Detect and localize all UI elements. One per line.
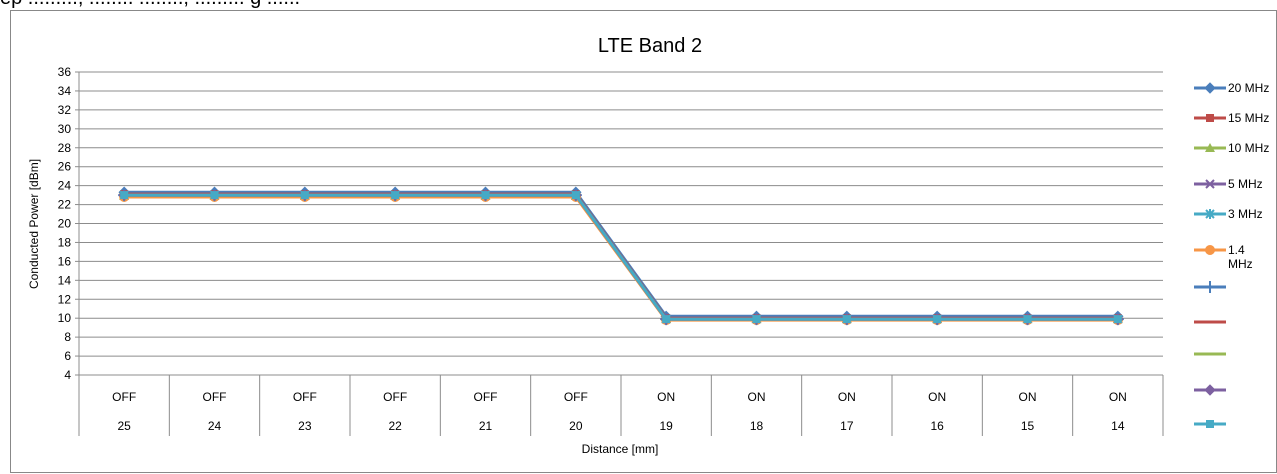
y-tick-label: 20 (58, 217, 72, 231)
y-tick-label: 10 (58, 311, 72, 325)
x-category-state-label: OFF (474, 390, 498, 404)
y-tick-label: 18 (58, 235, 72, 249)
y-tick-label: 36 (58, 65, 72, 79)
x-category-state-label: OFF (564, 390, 588, 404)
x-category-state-label: ON (1109, 390, 1127, 404)
legend-label: MHz (1228, 257, 1253, 271)
legend-label: 15 MHz (1228, 111, 1269, 125)
legend-item (1194, 384, 1226, 396)
data-point (120, 191, 129, 200)
series-unnamed-10 (120, 191, 1122, 324)
legend-marker (1206, 420, 1214, 428)
chart-title: LTE Band 2 (598, 35, 702, 57)
x-category-label: 22 (388, 419, 402, 433)
y-tick-label: 32 (58, 103, 72, 117)
legend-marker (1205, 245, 1215, 255)
legend-label: 5 MHz (1228, 177, 1263, 191)
legend-marker (1205, 179, 1215, 189)
x-category-state-label: ON (928, 390, 946, 404)
legend-item (1194, 281, 1226, 293)
y-tick-label: 34 (58, 84, 72, 98)
legend-marker (1204, 281, 1216, 293)
data-point (210, 191, 219, 200)
legend-marker (1205, 209, 1215, 219)
grid-lines (75, 71, 1163, 436)
y-tick-labels: 4 6 8 10 12 14 16 18 20 22 24 26 28 30 32 34 36 (58, 65, 72, 382)
series-line (124, 193, 1118, 321)
y-axis-label: Conducted Power [dBm] (27, 159, 41, 289)
data-point (481, 191, 490, 200)
legend-item: 20 MHz (1194, 81, 1269, 95)
x-category-state-label: OFF (293, 390, 317, 404)
x-category-label: 25 (117, 419, 131, 433)
legend-label: 1.4 (1228, 243, 1245, 257)
y-tick-label: 24 (58, 179, 72, 193)
y-tick-label: 4 (64, 368, 71, 382)
data-point (571, 191, 580, 200)
x-category-label: 14 (1111, 419, 1125, 433)
truncated-page-text: ep ........., ........ ........, .......… (0, 0, 300, 10)
data-point (752, 315, 761, 324)
y-tick-label: 22 (58, 198, 72, 212)
data-point (391, 191, 400, 200)
x-category-state-label: ON (748, 390, 766, 404)
y-tick-label: 16 (58, 254, 72, 268)
legend-label: 3 MHz (1228, 207, 1263, 221)
data-point (300, 191, 309, 200)
y-tick-label: 14 (58, 273, 72, 287)
x-category-state-label: OFF (112, 390, 136, 404)
y-tick-label: 12 (58, 292, 72, 306)
x-category-state-label: ON (838, 390, 856, 404)
x-category-state-label: ON (1019, 390, 1037, 404)
x-category-label: 19 (659, 419, 673, 433)
x-category-label: 21 (479, 419, 493, 433)
legend-marker (1204, 82, 1216, 94)
legend-label: 20 MHz (1228, 81, 1269, 95)
x-category-state-label: OFF (383, 390, 407, 404)
x-category-table: OFF 25 OFF 24 OFF 23 OFF 22 OFF 21 OFF 20 ON 19 ON 18 ON… (78, 375, 1164, 436)
legend-marker (1204, 384, 1216, 396)
x-category-label: 17 (840, 419, 854, 433)
x-axis-label: Distance [mm] (582, 442, 659, 456)
legend-label: 10 MHz (1228, 141, 1269, 155)
y-tick-label: 6 (64, 349, 71, 363)
data-point (1113, 315, 1122, 324)
x-category-label: 18 (750, 419, 764, 433)
y-tick-label: 28 (58, 141, 72, 155)
legend-item: 15 MHz (1194, 111, 1269, 125)
data-point (842, 315, 851, 324)
data-point (933, 315, 942, 324)
y-tick-label: 8 (64, 330, 71, 344)
x-category-state-label: OFF (203, 390, 227, 404)
legend-item: 10 MHz (1194, 141, 1269, 155)
x-category-label: 16 (930, 419, 944, 433)
legend-marker (1205, 143, 1215, 152)
y-tick-label: 26 (58, 160, 72, 174)
legend-item (1194, 420, 1226, 428)
legend-item: 3 MHz (1194, 207, 1263, 221)
legend-item: 5 MHz (1194, 177, 1263, 191)
x-category-label: 24 (208, 419, 222, 433)
x-category-label: 15 (1021, 419, 1035, 433)
x-category-label: 23 (298, 419, 312, 433)
data-point (1023, 315, 1032, 324)
x-category-label: 20 (569, 419, 583, 433)
legend-marker (1206, 114, 1214, 122)
series-group (118, 186, 1124, 326)
x-category-state-label: ON (657, 390, 675, 404)
y-tick-label: 30 (58, 122, 72, 136)
data-point (662, 315, 671, 324)
